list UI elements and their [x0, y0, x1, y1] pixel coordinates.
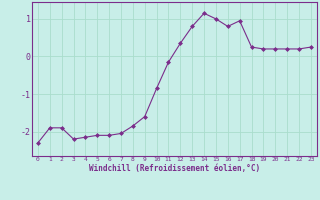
X-axis label: Windchill (Refroidissement éolien,°C): Windchill (Refroidissement éolien,°C) — [89, 164, 260, 173]
